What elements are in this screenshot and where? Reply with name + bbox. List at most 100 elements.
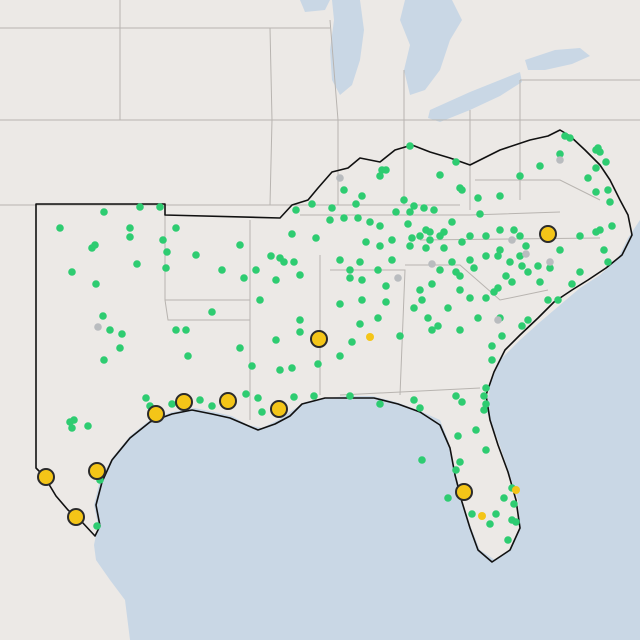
site-marker-green[interactable]	[508, 278, 516, 286]
site-marker-green[interactable]	[258, 408, 266, 416]
site-marker-green[interactable]	[352, 200, 360, 208]
site-marker-green[interactable]	[208, 308, 216, 316]
site-marker-green[interactable]	[498, 332, 506, 340]
site-marker-green[interactable]	[142, 394, 150, 402]
site-marker-green[interactable]	[308, 200, 316, 208]
site-marker-green[interactable]	[100, 208, 108, 216]
site-marker-green[interactable]	[512, 518, 520, 526]
site-marker-green[interactable]	[406, 208, 414, 216]
site-marker-green[interactable]	[536, 162, 544, 170]
site-marker-green[interactable]	[608, 222, 616, 230]
site-marker-green[interactable]	[374, 266, 382, 274]
site-marker-green[interactable]	[162, 264, 170, 272]
site-marker-green[interactable]	[362, 238, 370, 246]
site-marker-green[interactable]	[456, 286, 464, 294]
site-marker-green[interactable]	[248, 362, 256, 370]
site-marker-green[interactable]	[376, 222, 384, 230]
site-marker-green[interactable]	[410, 396, 418, 404]
site-marker-green[interactable]	[172, 224, 180, 232]
site-marker-green[interactable]	[310, 392, 318, 400]
site-marker-green[interactable]	[236, 241, 244, 249]
site-marker-gray[interactable]	[394, 274, 402, 282]
site-marker-green[interactable]	[356, 258, 364, 266]
site-marker-yellow-small[interactable]	[512, 486, 520, 494]
site-marker-green[interactable]	[440, 228, 448, 236]
site-marker-green[interactable]	[458, 398, 466, 406]
site-marker-green[interactable]	[336, 256, 344, 264]
site-marker-green[interactable]	[488, 342, 496, 350]
site-marker-green[interactable]	[430, 206, 438, 214]
site-marker-green[interactable]	[126, 224, 134, 232]
site-marker-green[interactable]	[292, 206, 300, 214]
site-marker-green[interactable]	[272, 276, 280, 284]
site-marker-green[interactable]	[296, 328, 304, 336]
site-marker-green[interactable]	[546, 264, 554, 272]
site-marker-yellow-large[interactable]	[219, 392, 237, 410]
site-marker-green[interactable]	[136, 203, 144, 211]
site-marker-green[interactable]	[118, 330, 126, 338]
site-marker-green[interactable]	[456, 326, 464, 334]
site-marker-green[interactable]	[336, 352, 344, 360]
site-marker-gray[interactable]	[494, 316, 502, 324]
site-marker-green[interactable]	[184, 352, 192, 360]
site-marker-yellow-small[interactable]	[366, 333, 374, 341]
site-marker-green[interactable]	[182, 326, 190, 334]
site-marker-green[interactable]	[496, 246, 504, 254]
site-marker-green[interactable]	[133, 260, 141, 268]
site-marker-green[interactable]	[452, 158, 460, 166]
site-marker-green[interactable]	[290, 258, 298, 266]
site-marker-green[interactable]	[516, 172, 524, 180]
site-marker-green[interactable]	[280, 258, 288, 266]
site-marker-green[interactable]	[568, 280, 576, 288]
site-marker-green[interactable]	[366, 218, 374, 226]
site-marker-green[interactable]	[354, 214, 362, 222]
site-marker-green[interactable]	[168, 400, 176, 408]
site-marker-green[interactable]	[556, 150, 564, 158]
site-marker-green[interactable]	[470, 264, 478, 272]
site-marker-green[interactable]	[100, 356, 108, 364]
site-marker-green[interactable]	[288, 230, 296, 238]
site-marker-green[interactable]	[452, 392, 460, 400]
site-marker-green[interactable]	[326, 216, 334, 224]
site-marker-green[interactable]	[288, 364, 296, 372]
site-marker-green[interactable]	[486, 520, 494, 528]
site-marker-green[interactable]	[524, 268, 532, 276]
site-marker-green[interactable]	[382, 282, 390, 290]
site-marker-green[interactable]	[480, 406, 488, 414]
site-marker-green[interactable]	[554, 296, 562, 304]
site-marker-yellow-large[interactable]	[88, 462, 106, 480]
site-marker-green[interactable]	[482, 400, 490, 408]
site-marker-green[interactable]	[518, 262, 526, 270]
site-marker-green[interactable]	[416, 404, 424, 412]
site-marker-green[interactable]	[382, 166, 390, 174]
site-marker-green[interactable]	[296, 271, 304, 279]
site-marker-green[interactable]	[314, 360, 322, 368]
site-marker-green[interactable]	[410, 202, 418, 210]
site-marker-gray[interactable]	[522, 250, 530, 258]
site-marker-gray[interactable]	[94, 323, 102, 331]
site-marker-green[interactable]	[602, 158, 610, 166]
site-marker-green[interactable]	[576, 268, 584, 276]
site-marker-green[interactable]	[584, 174, 592, 182]
site-marker-green[interactable]	[474, 194, 482, 202]
site-marker-green[interactable]	[406, 142, 414, 150]
site-marker-green[interactable]	[436, 266, 444, 274]
site-marker-green[interactable]	[494, 284, 502, 292]
site-marker-green[interactable]	[56, 224, 64, 232]
site-marker-green[interactable]	[506, 258, 514, 266]
site-marker-green[interactable]	[482, 252, 490, 260]
site-marker-green[interactable]	[358, 192, 366, 200]
site-marker-green[interactable]	[556, 246, 564, 254]
site-marker-green[interactable]	[482, 384, 490, 392]
site-marker-green[interactable]	[496, 226, 504, 234]
site-marker-green[interactable]	[534, 262, 542, 270]
site-marker-yellow-large[interactable]	[175, 393, 193, 411]
site-marker-green[interactable]	[472, 426, 480, 434]
site-marker-green[interactable]	[536, 278, 544, 286]
site-marker-gray[interactable]	[546, 258, 554, 266]
site-marker-green[interactable]	[456, 458, 464, 466]
site-marker-green[interactable]	[466, 232, 474, 240]
site-marker-green[interactable]	[240, 274, 248, 282]
site-marker-green[interactable]	[272, 336, 280, 344]
